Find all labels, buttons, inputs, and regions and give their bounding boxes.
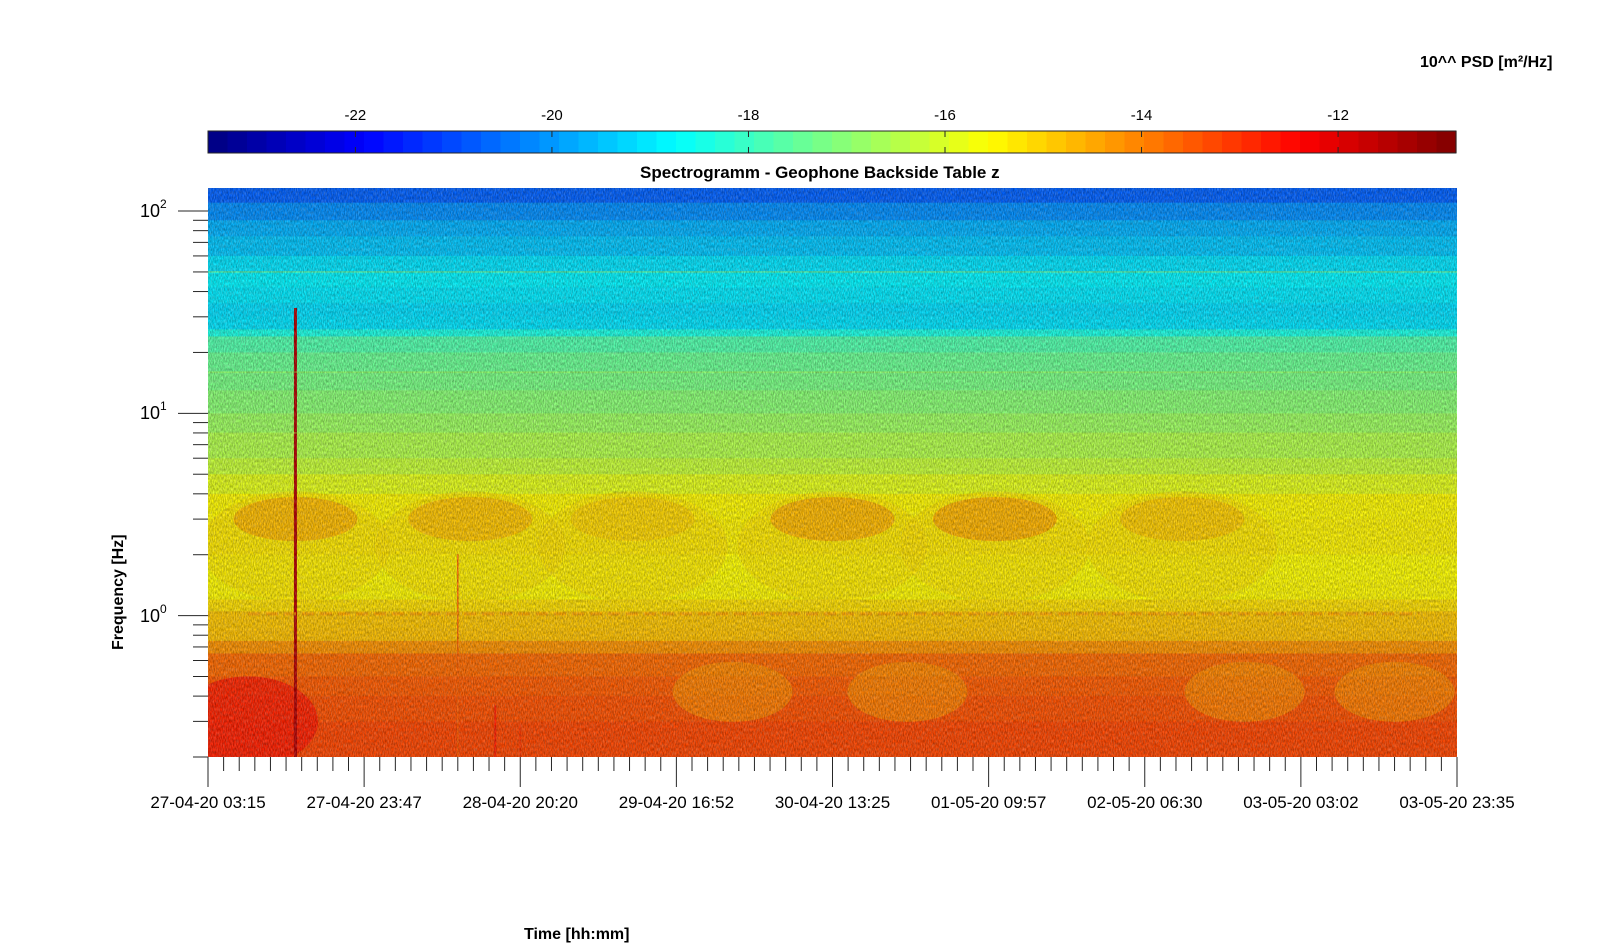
colorbar-segment (1261, 131, 1282, 153)
colorbar-segment (1144, 131, 1165, 153)
colorbar-segment (1378, 131, 1399, 153)
colorbar-segment (383, 131, 404, 153)
colorbar-segment (1202, 131, 1223, 153)
colorbar-segment (871, 131, 892, 153)
colorbar-segment (988, 131, 1009, 153)
colorbar-segment (1085, 131, 1106, 153)
colorbar-tick-label: -16 (934, 107, 956, 124)
colorbar-tick-label: -18 (737, 107, 760, 124)
colorbar-segment (305, 131, 326, 153)
colorbar-frame (207, 130, 1457, 154)
colorbar-segment (754, 131, 775, 153)
colorbar-segment (910, 131, 931, 153)
colorbar-segment (403, 131, 424, 153)
colorbar-segment (890, 131, 911, 153)
colorbar-segment (968, 131, 989, 153)
colorbar-segment (832, 131, 853, 153)
x-axis-label: Time [hh:mm] (524, 926, 630, 943)
spectrogram-noise-light (208, 188, 1457, 757)
colorbar-segment (286, 131, 307, 153)
colorbar-segment (1358, 131, 1379, 153)
colorbar-segment (676, 131, 697, 153)
y-axis (178, 210, 208, 758)
colorbar-tick-label: -22 (344, 107, 367, 124)
colorbar-segment (1105, 131, 1126, 153)
x-tick-label: 28-04-20 20:20 (462, 793, 578, 812)
colorbar-segment (1183, 131, 1204, 153)
x-tick-label: 03-05-20 23:35 (1399, 793, 1515, 812)
colorbar-segment (520, 131, 541, 153)
spectrogram-plot-area (208, 188, 1457, 757)
colorbar-segment (1417, 131, 1438, 153)
colorbar-segment (851, 131, 872, 153)
colorbar-segment (578, 131, 599, 153)
y-axis-label: Frequency [Hz] (110, 534, 127, 650)
colorbar-segment (461, 131, 482, 153)
colorbar-segment (227, 131, 248, 153)
y-tick-label: 100 (140, 601, 167, 626)
colorbar-segment (1339, 131, 1360, 153)
colorbar-segment (1436, 131, 1457, 153)
colorbar-segment (247, 131, 268, 153)
x-tick-label: 03-05-20 03:02 (1243, 793, 1359, 812)
x-tick-label: 27-04-20 23:47 (306, 793, 422, 812)
x-tick-label: 30-04-20 13:25 (774, 793, 891, 812)
colorbar-segment (559, 131, 580, 153)
colorbar-segment (1319, 131, 1340, 153)
colorbar-segment (364, 131, 385, 153)
colorbar-segment (734, 131, 755, 153)
colorbar-segment (1124, 131, 1145, 153)
colorbar-segment (793, 131, 814, 153)
colorbar-segment (1046, 131, 1067, 153)
colorbar-segment (598, 131, 619, 153)
colorbar-segment (1027, 131, 1048, 153)
colorbar-segment (1163, 131, 1184, 153)
colorbar (207, 130, 1457, 154)
colorbar-segment (715, 131, 736, 153)
colorbar-segment (266, 131, 287, 153)
colorbar-segment (949, 131, 970, 153)
colorbar-segment (929, 131, 950, 153)
chart-title: Spectrogramm - Geophone Backside Table z (640, 163, 1000, 182)
colorbar-title: 10^^ PSD [m²/Hz] (1420, 54, 1553, 71)
colorbar-segment (617, 131, 638, 153)
x-tick-label: 01-05-20 09:57 (930, 793, 1047, 812)
colorbar-segment (695, 131, 716, 153)
colorbar-segment (1397, 131, 1418, 153)
colorbar-segment (773, 131, 794, 153)
colorbar-tick-label: -12 (1327, 107, 1349, 124)
colorbar-segment (344, 131, 365, 153)
colorbar-segment (1222, 131, 1243, 153)
y-tick-label: 102 (140, 197, 167, 222)
colorbar-segment (812, 131, 833, 153)
colorbar-segment (1007, 131, 1028, 153)
colorbar-segment (481, 131, 502, 153)
x-tick-label: 29-04-20 16:52 (618, 793, 735, 812)
x-tick-label: 27-04-20 03:15 (150, 793, 266, 812)
colorbar-segment (1300, 131, 1321, 153)
y-tick-label: 101 (140, 399, 167, 424)
colorbar-segment (1280, 131, 1301, 153)
colorbar-tick-label: -14 (1130, 107, 1153, 124)
colorbar-segment (1241, 131, 1262, 153)
colorbar-segment (1066, 131, 1087, 153)
x-tick-label: 02-05-20 06:30 (1087, 793, 1203, 812)
colorbar-segment (442, 131, 463, 153)
colorbar-segment (325, 131, 346, 153)
colorbar-segment (637, 131, 658, 153)
colorbar-segment (539, 131, 560, 153)
colorbar-tick-label: -20 (541, 107, 563, 124)
colorbar-segment (422, 131, 443, 153)
colorbar-segment (208, 131, 229, 153)
x-axis (207, 757, 1458, 787)
colorbar-segment (500, 131, 521, 153)
colorbar-segment (656, 131, 677, 153)
